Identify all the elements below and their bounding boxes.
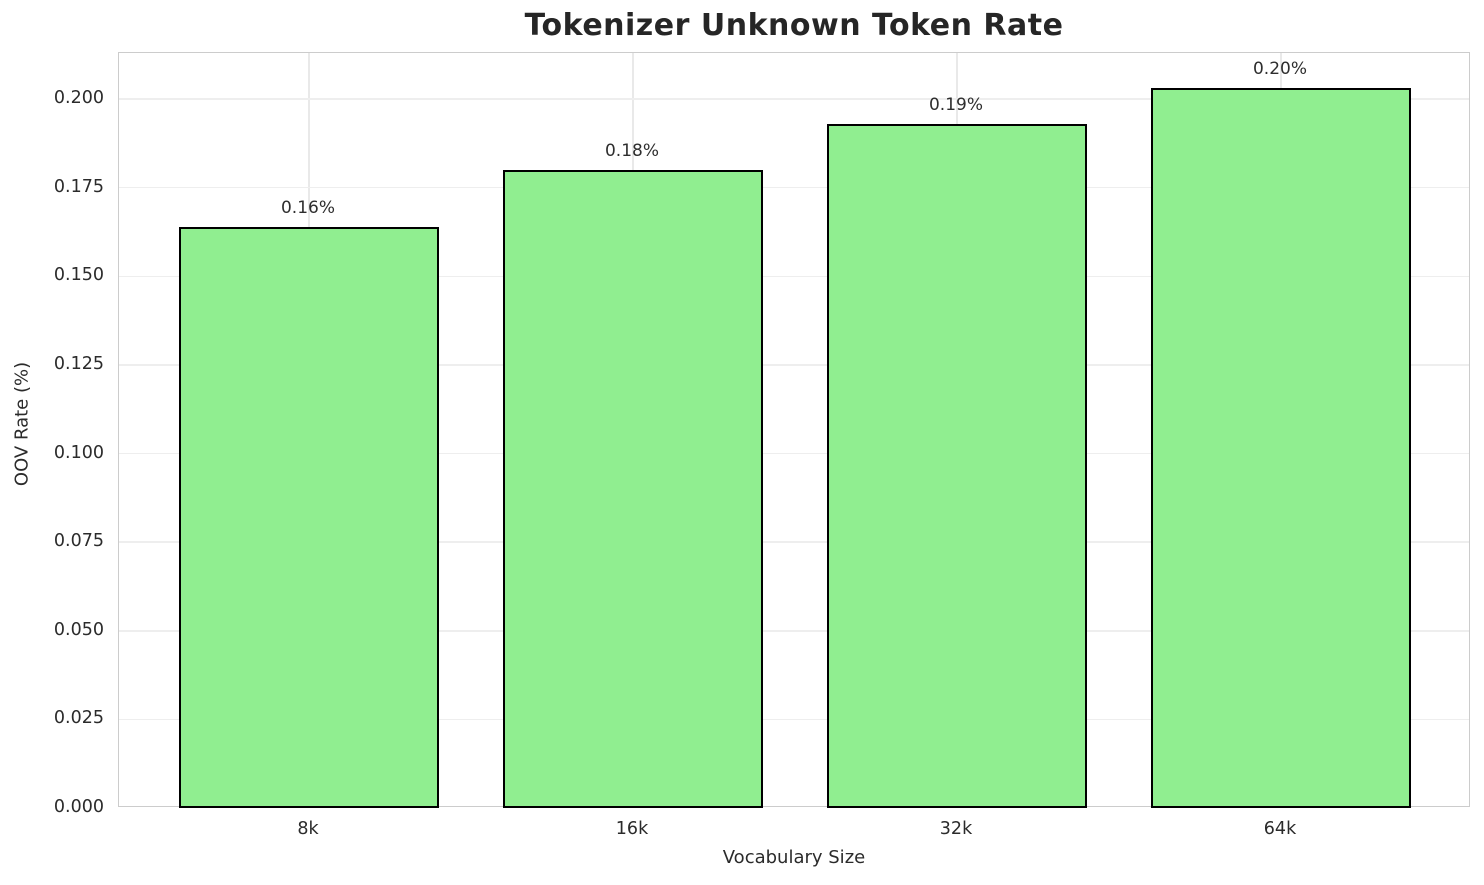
x-tick-label-8k: 8k	[297, 819, 319, 839]
bar-8k	[179, 226, 439, 808]
y-tick-label: 0.050	[53, 619, 104, 640]
bar-value-label: 0.19%	[928, 94, 983, 115]
bar-16k	[503, 169, 763, 808]
y-tick-label: 0.100	[53, 442, 104, 463]
x-tick-label-64k: 64k	[1263, 819, 1297, 839]
bar-value-label: 0.20%	[1252, 59, 1307, 80]
y-tick-label: 0.025	[53, 708, 104, 729]
gridline-horizontal	[119, 541, 1469, 543]
gridline-horizontal	[119, 275, 1469, 278]
y-axis-label: OOV Rate (%)	[11, 361, 33, 487]
gridline-horizontal	[119, 186, 1469, 189]
gridline-horizontal	[119, 718, 1469, 721]
gridline-horizontal	[119, 452, 1469, 455]
bar-32k	[827, 123, 1087, 808]
gridline-horizontal	[119, 98, 1469, 100]
bar-value-label: 0.16%	[280, 197, 335, 218]
y-tick-label: 0.200	[53, 88, 104, 109]
x-axis-label: Vocabulary Size	[722, 847, 866, 868]
y-tick-label: 0.150	[53, 265, 104, 286]
y-tick-label: 0.175	[53, 176, 104, 197]
bar-value-label: 0.18%	[604, 140, 659, 161]
y-tick-label: 0.125	[53, 353, 104, 374]
plot-area	[118, 52, 1470, 808]
chart-title: Tokenizer Unknown Token Rate	[524, 8, 1064, 43]
gridline-horizontal	[119, 364, 1469, 366]
y-tick-label: 0.000	[53, 797, 104, 817]
x-tick-label-32k: 32k	[939, 819, 973, 839]
x-tick-label-16k: 16k	[615, 819, 649, 839]
bar-64k	[1151, 88, 1411, 808]
y-tick-label: 0.075	[53, 531, 104, 552]
gridline-horizontal	[119, 630, 1469, 632]
